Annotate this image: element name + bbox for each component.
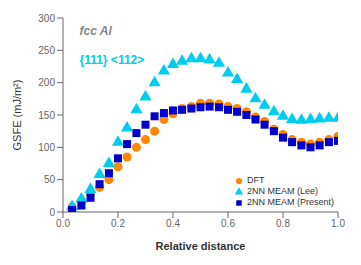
svg-text:0.8: 0.8 [276, 218, 290, 229]
html-text:{111} <112>: {111} <112> [79, 52, 145, 67]
svg-text:0: 0 [49, 207, 55, 218]
svg-text:50: 50 [44, 174, 56, 185]
svg-text:150: 150 [38, 110, 55, 121]
svg-text:Relative distance: Relative distance [156, 240, 246, 252]
svg-text:GSFE (mJ/m²): GSFE (mJ/m²) [11, 80, 23, 151]
svg-text:0.4: 0.4 [166, 218, 180, 229]
svg-text:300: 300 [38, 13, 55, 24]
html-text:DFT: DFT [247, 175, 265, 185]
svg-text:1.0: 1.0 [331, 218, 345, 229]
html-text:fcc Al: fcc Al [79, 23, 112, 38]
svg-text:0.6: 0.6 [221, 218, 235, 229]
svg-text:0.0: 0.0 [56, 218, 70, 229]
svg-text:200: 200 [38, 77, 55, 88]
svg-text:100: 100 [38, 142, 55, 153]
svg-text:0.2: 0.2 [111, 218, 125, 229]
html-text:2NN MEAM (Lee): 2NN MEAM (Lee) [247, 186, 318, 196]
svg-text:250: 250 [38, 45, 55, 56]
html-text:2NN MEAM (Present): 2NN MEAM (Present) [247, 197, 334, 207]
